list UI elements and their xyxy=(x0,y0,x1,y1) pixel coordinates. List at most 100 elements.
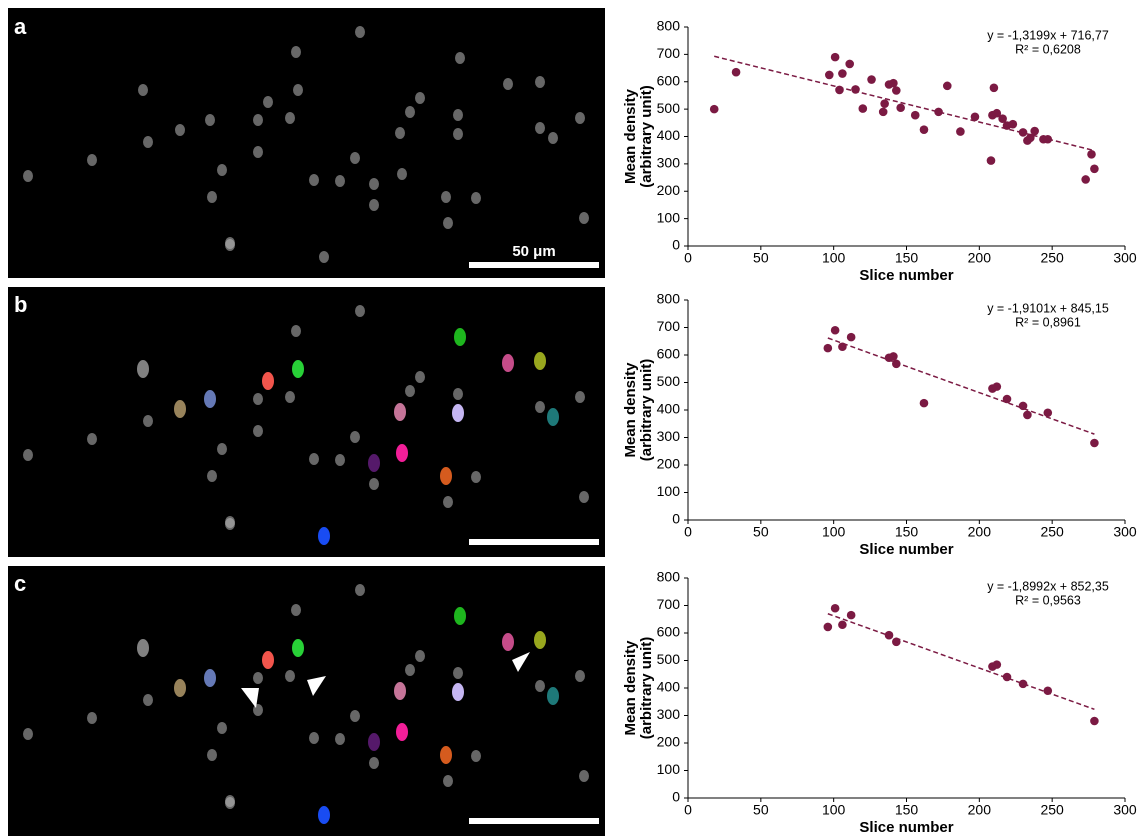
y-tick-label: 100 xyxy=(657,483,681,499)
y-tick-label: 100 xyxy=(657,209,681,225)
y-axis-label: (arbitrary unit) xyxy=(638,359,655,462)
cell xyxy=(547,687,559,705)
x-tick-label: 300 xyxy=(1113,802,1137,818)
point xyxy=(910,110,920,120)
cell xyxy=(534,631,546,649)
cell xyxy=(535,76,545,88)
cell xyxy=(225,518,235,530)
point xyxy=(934,107,943,117)
trendline xyxy=(714,55,1095,152)
cell xyxy=(405,106,415,118)
x-tick-label: 150 xyxy=(895,250,919,266)
point xyxy=(889,78,898,88)
x-tick-label: 0 xyxy=(684,524,692,540)
cell xyxy=(285,112,295,124)
cell xyxy=(350,710,360,722)
cell xyxy=(319,251,329,263)
point xyxy=(986,156,996,165)
x-tick-label: 200 xyxy=(968,802,992,818)
y-tick-label: 600 xyxy=(657,346,681,362)
y-tick-label: 700 xyxy=(657,596,681,612)
r-squared: R² = 0,9563 xyxy=(1015,593,1081,607)
cell xyxy=(415,92,425,104)
cell xyxy=(396,444,408,462)
cell xyxy=(318,806,330,824)
cells xyxy=(23,26,589,824)
cell xyxy=(443,496,453,508)
x-tick-label: 50 xyxy=(753,802,769,818)
cell xyxy=(575,112,585,124)
point xyxy=(1026,133,1035,143)
micrograph xyxy=(8,8,605,278)
cell xyxy=(335,733,345,745)
point xyxy=(889,352,898,361)
cell xyxy=(262,372,274,390)
point xyxy=(838,342,847,352)
point xyxy=(892,359,901,369)
cell xyxy=(368,733,380,751)
panel-label: a xyxy=(14,14,27,39)
point xyxy=(1030,126,1039,136)
y-tick-label: 0 xyxy=(672,237,680,253)
cell xyxy=(452,683,464,701)
point xyxy=(709,104,719,114)
scale-bar xyxy=(469,818,599,824)
point xyxy=(830,52,840,62)
cell xyxy=(204,669,216,687)
point xyxy=(896,103,905,113)
scale-bar-label: 50 μm xyxy=(512,243,555,260)
cell xyxy=(454,607,466,625)
cell xyxy=(263,96,273,108)
cell xyxy=(285,391,295,403)
y-axis-label: Mean density xyxy=(622,362,639,458)
trendline xyxy=(827,337,1095,435)
cell xyxy=(547,408,559,426)
y-tick-label: 100 xyxy=(657,761,681,777)
cell xyxy=(405,385,415,397)
cell xyxy=(292,639,304,657)
cell xyxy=(369,199,379,211)
cell xyxy=(471,750,481,762)
cell xyxy=(453,667,463,679)
y-axis-label: (arbitrary unit) xyxy=(638,637,655,740)
y-tick-label: 600 xyxy=(657,624,681,640)
cell xyxy=(415,371,425,383)
cell xyxy=(174,400,186,418)
y-tick-label: 600 xyxy=(657,72,681,88)
point xyxy=(835,85,844,95)
cell xyxy=(355,584,365,596)
cell xyxy=(579,491,589,503)
point xyxy=(858,104,868,113)
point xyxy=(1023,410,1032,420)
trendline xyxy=(827,613,1095,711)
cell xyxy=(87,154,97,166)
cell xyxy=(143,415,153,427)
x-tick-label: 0 xyxy=(684,802,692,818)
y-tick-label: 800 xyxy=(657,569,681,585)
cell xyxy=(253,425,263,437)
panel-label: c xyxy=(14,571,26,596)
cell xyxy=(350,431,360,443)
cell xyxy=(291,604,301,616)
y-tick-label: 300 xyxy=(657,706,681,722)
cell xyxy=(452,404,464,422)
point xyxy=(992,108,1002,118)
cell xyxy=(396,723,408,741)
y-tick-label: 300 xyxy=(657,428,681,444)
cell xyxy=(453,388,463,400)
point xyxy=(838,620,847,630)
micrograph xyxy=(8,287,605,557)
scale-bar xyxy=(469,262,599,268)
y-tick-label: 700 xyxy=(657,318,681,334)
cell xyxy=(23,449,33,461)
x-tick-label: 100 xyxy=(822,802,846,818)
x-tick-label: 300 xyxy=(1113,250,1137,266)
cell xyxy=(225,239,235,251)
y-tick-label: 400 xyxy=(657,401,681,417)
point xyxy=(845,59,854,69)
x-tick-label: 200 xyxy=(968,250,992,266)
cell xyxy=(454,328,466,346)
x-tick-label: 50 xyxy=(753,250,769,266)
cell xyxy=(205,114,215,126)
cell xyxy=(369,478,379,490)
